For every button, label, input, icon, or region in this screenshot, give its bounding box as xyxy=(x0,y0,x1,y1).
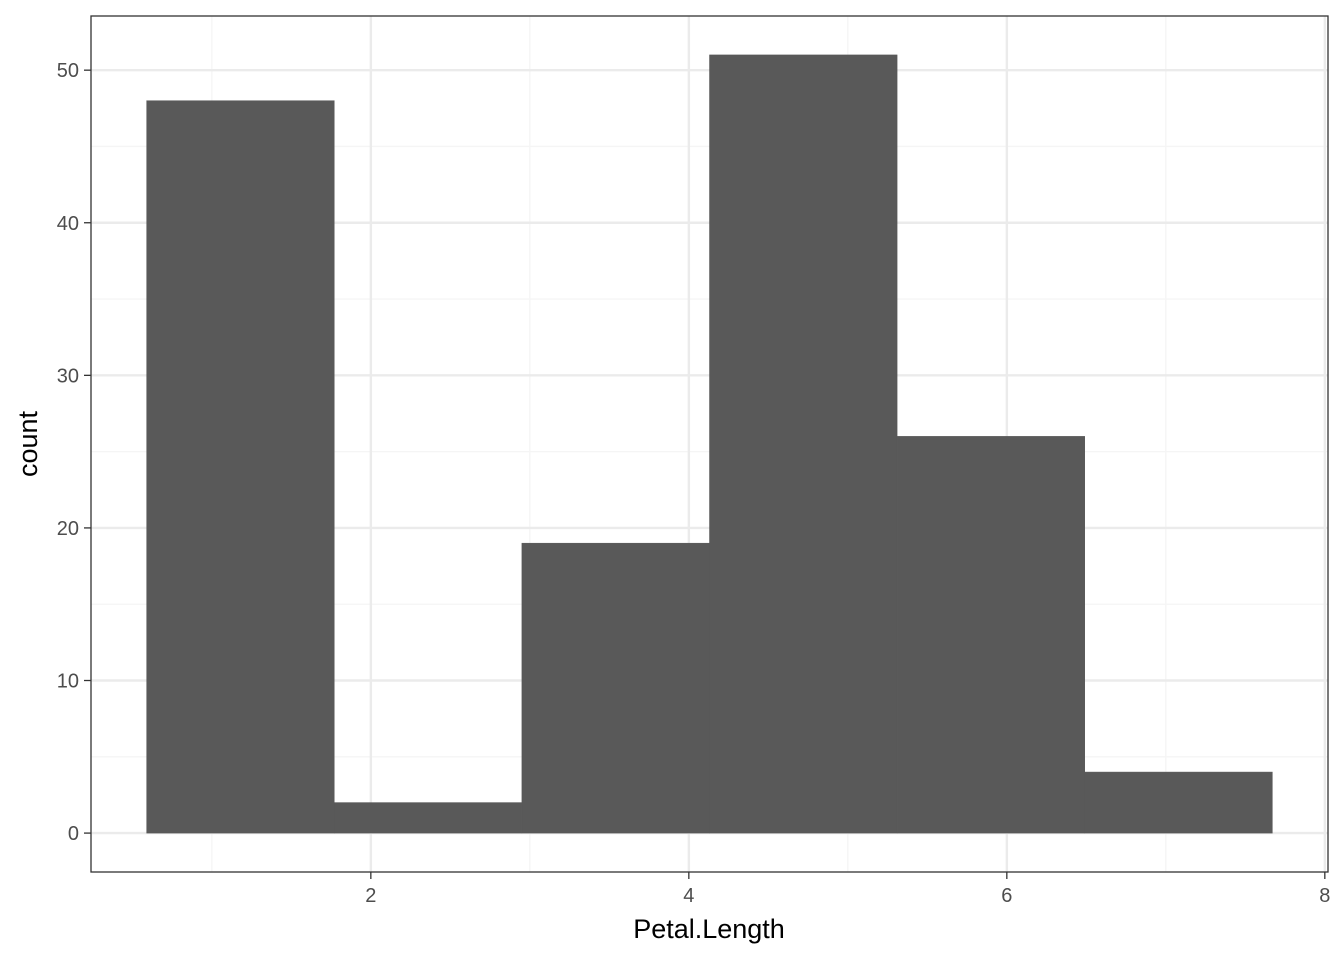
histogram-bar xyxy=(896,436,1085,834)
x-tick-label: 6 xyxy=(1001,885,1012,907)
y-tick-label: 10 xyxy=(57,671,79,693)
y-axis-title: count xyxy=(13,410,43,477)
y-tick-label: 50 xyxy=(57,60,79,82)
histogram-bar xyxy=(1084,771,1273,834)
x-axis-ticks: 2 4 6 8 xyxy=(365,872,1330,907)
histogram-bar xyxy=(146,100,335,834)
y-tick-label: 0 xyxy=(68,823,79,845)
x-tick-label: 4 xyxy=(683,885,694,907)
y-axis-ticks: 0 10 20 30 40 50 xyxy=(57,60,91,845)
y-tick-label: 20 xyxy=(57,518,79,540)
histogram-bar xyxy=(334,802,523,834)
histogram-bar xyxy=(521,542,710,834)
x-tick-label: 8 xyxy=(1319,885,1330,907)
y-tick-label: 30 xyxy=(57,365,79,387)
x-axis-title: Petal.Length xyxy=(633,914,785,944)
plot-panel-border xyxy=(90,15,1329,873)
histogram-bars xyxy=(146,54,1273,834)
histogram-bar xyxy=(709,54,898,834)
x-tick-label: 2 xyxy=(365,885,376,907)
y-tick-label: 40 xyxy=(57,213,79,235)
